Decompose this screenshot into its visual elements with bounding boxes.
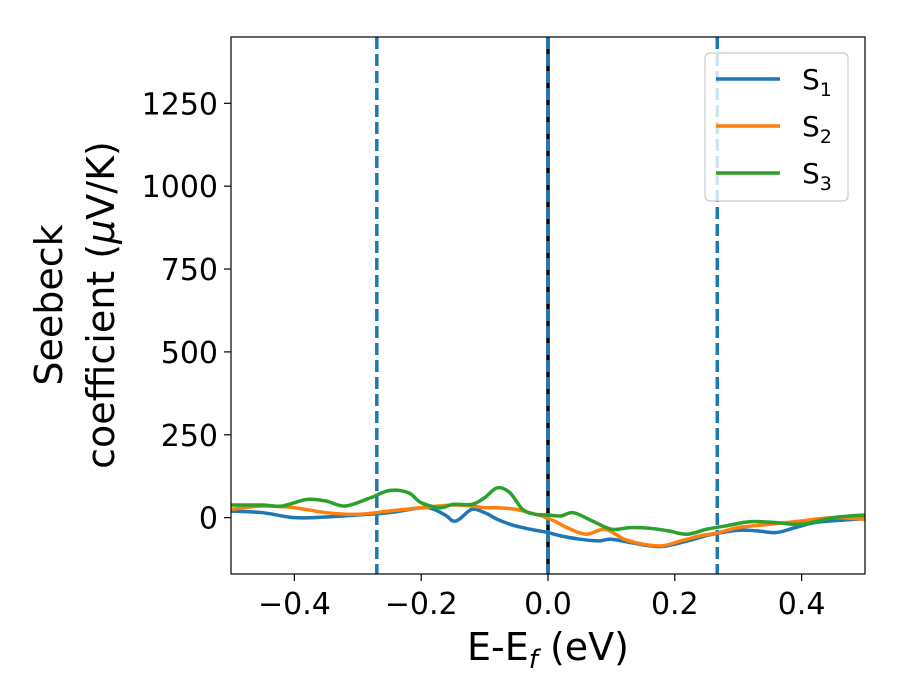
y-axis-title-line1: Seebeck [27,224,71,385]
series-line-s2 [231,503,865,548]
legend-label-s3: S3 [802,157,832,195]
y-axis-title-line2: coefficient (μV/K) [79,141,123,469]
y-tick-label: 500 [161,336,218,371]
x-axis-ticks: −0.4 −0.2 0.0 0.2 0.4 [258,574,825,622]
x-tick-label: 0.4 [778,587,826,622]
y-tick-label: 1250 [142,87,218,122]
y-tick-label: 250 [161,419,218,454]
y-tick-label: 1000 [142,170,218,205]
series-lines [231,485,865,549]
x-tick-label: 0.2 [651,587,699,622]
y-tick-label: 750 [161,253,218,288]
x-axis-title: E-Ef (eV) [467,625,629,675]
x-tick-label: −0.4 [258,587,331,622]
legend-label-s2: S2 [802,110,832,148]
x-tick-label: −0.2 [385,587,458,622]
y-tick-label: 0 [199,502,218,537]
y-axis-ticks: 0 250 500 750 1000 1250 [142,87,231,537]
series-line-s3 [231,485,865,536]
y-axis-title: Seebeck coefficient (μV/K) [27,141,123,469]
legend: S1 S2 S3 [704,52,849,202]
x-tick-label: 0.0 [524,587,572,622]
legend-label-s1: S1 [802,63,832,101]
